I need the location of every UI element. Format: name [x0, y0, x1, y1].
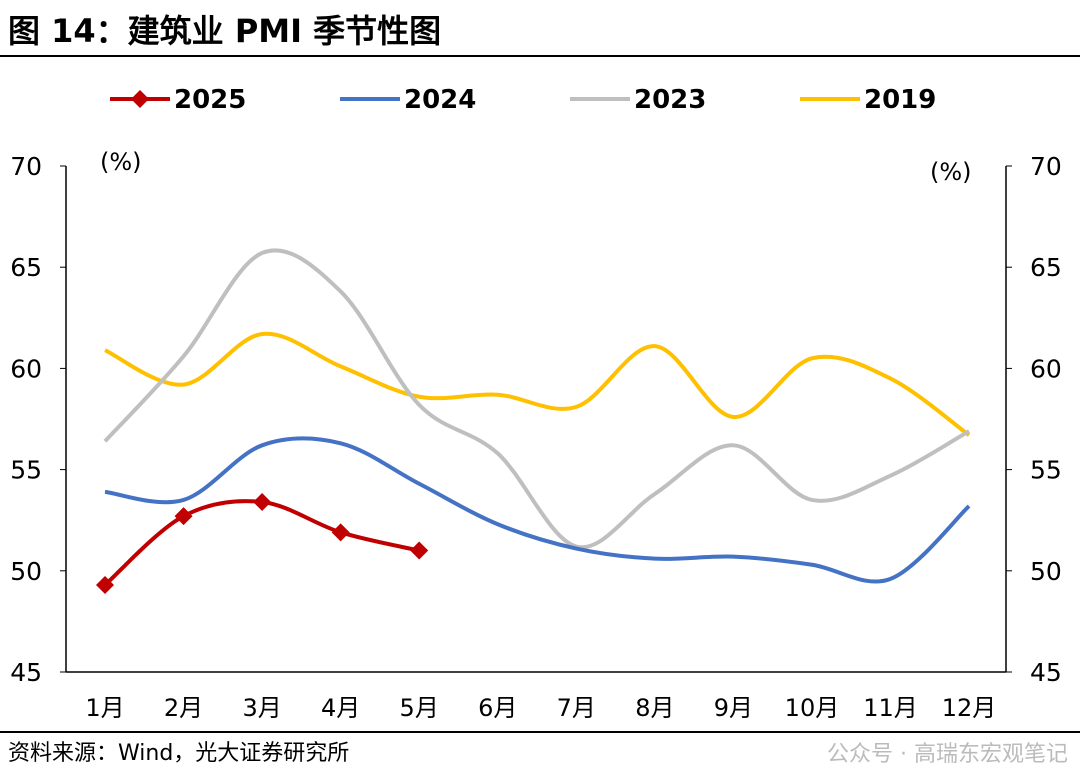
y-tick-right: 70 — [1030, 152, 1062, 181]
y-tick-right: 50 — [1030, 557, 1062, 586]
legend-label-2025: 2025 — [174, 85, 246, 115]
x-tick-label: 4月 — [321, 694, 360, 722]
y-tick-left: 50 — [10, 557, 42, 586]
series-line-2024 — [104, 436, 971, 584]
legend-label-2019: 2019 — [864, 85, 936, 115]
series-line-2023 — [103, 248, 971, 550]
x-tick-label: 1月 — [85, 694, 124, 722]
y-tick-left: 65 — [10, 253, 42, 282]
x-tick-label: 8月 — [635, 694, 674, 722]
y-axis-label-right: (%) — [930, 158, 972, 186]
x-tick-label: 9月 — [714, 694, 753, 722]
y-tick-right: 55 — [1030, 456, 1062, 485]
title-divider — [0, 55, 1080, 57]
legend-label-2023: 2023 — [634, 85, 706, 115]
source-divider — [0, 731, 1080, 733]
y-tick-right: 45 — [1030, 658, 1062, 687]
x-tick-label: 5月 — [400, 694, 439, 722]
series-line-2019 — [104, 331, 971, 437]
watermark: 公众号 · 高瑞东宏观笔记 — [827, 742, 1068, 767]
x-tick-label: 10月 — [785, 694, 840, 722]
y-tick-right: 65 — [1030, 253, 1062, 282]
y-tick-left: 60 — [10, 354, 42, 383]
y-tick-left: 55 — [10, 456, 42, 485]
x-tick-label: 3月 — [242, 694, 281, 722]
data-point-2025 — [331, 523, 350, 542]
y-tick-left: 70 — [10, 152, 42, 181]
x-tick-label: 12月 — [942, 694, 997, 722]
data-point-2025 — [174, 507, 193, 526]
x-tick-label: 7月 — [557, 694, 596, 722]
y-axis-label-left: (%) — [100, 148, 142, 176]
x-tick-label: 6月 — [478, 694, 517, 722]
x-tick-label: 11月 — [863, 694, 918, 722]
y-tick-right: 60 — [1030, 354, 1062, 383]
series-line-2025 — [103, 499, 420, 587]
y-tick-left: 45 — [10, 658, 42, 687]
data-point-2025 — [410, 541, 429, 560]
legend-marker-2025 — [131, 90, 149, 108]
chart-title: 图 14：建筑业 PMI 季节性图 — [8, 12, 442, 50]
source-note: 资料来源：Wind，光大证券研究所 — [8, 741, 350, 766]
data-point-2025 — [253, 492, 272, 511]
data-point-2025 — [96, 575, 114, 594]
legend-label-2024: 2024 — [404, 85, 476, 115]
x-tick-label: 2月 — [164, 694, 203, 722]
